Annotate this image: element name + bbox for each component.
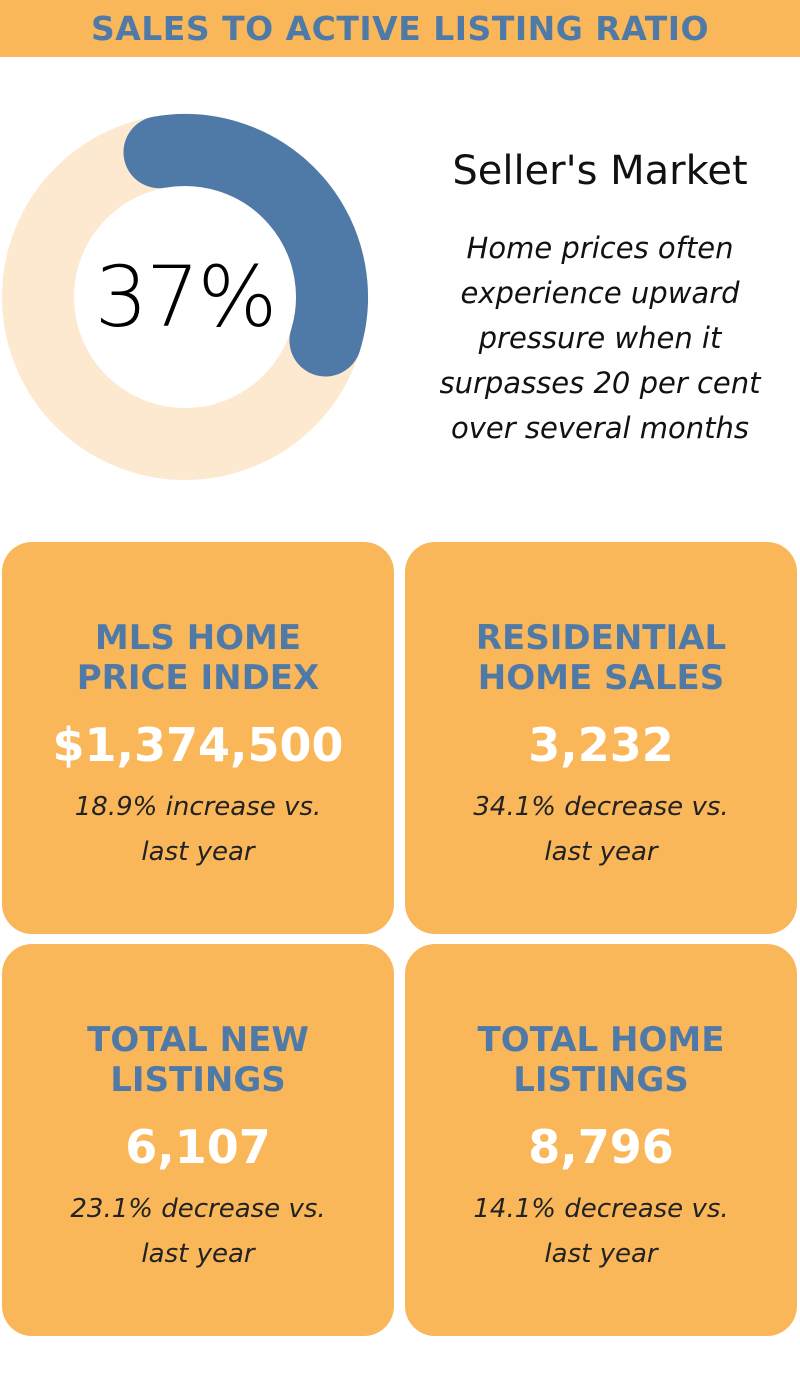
card-change-line: 23.1% decrease vs.	[70, 1194, 326, 1224]
stat-card-home-sales: RESIDENTIAL HOME SALES 3,232 34.1% decre…	[405, 542, 797, 934]
card-change-line: last year	[544, 837, 658, 867]
stat-card-new-listings: TOTAL NEW LISTINGS 6,107 23.1% decrease …	[2, 944, 394, 1336]
ratio-donut-chart	[2, 114, 368, 480]
card-change: 34.1% decrease vs. last year	[405, 785, 797, 875]
card-title-line: TOTAL HOME	[477, 1020, 725, 1060]
card-title-line: TOTAL NEW	[87, 1020, 309, 1060]
card-title: TOTAL HOME LISTINGS	[405, 1020, 797, 1100]
stat-card-home-listings: TOTAL HOME LISTINGS 8,796 14.1% decrease…	[405, 944, 797, 1336]
ratio-value: 37%	[94, 248, 278, 346]
card-value: 8,796	[528, 1120, 674, 1174]
card-value: 3,232	[528, 718, 674, 772]
card-title-line: LISTINGS	[110, 1060, 286, 1100]
card-title: RESIDENTIAL HOME SALES	[405, 618, 797, 698]
stat-card-price-index: MLS HOME PRICE INDEX $1,374,500 18.9% in…	[2, 542, 394, 934]
card-change: 23.1% decrease vs. last year	[2, 1187, 394, 1277]
card-change-line: last year	[141, 837, 255, 867]
card-title: MLS HOME PRICE INDEX	[2, 618, 394, 698]
market-description: Home prices often experience upward pres…	[439, 231, 761, 445]
page-title: SALES TO ACTIVE LISTING RATIO	[90, 9, 710, 48]
card-title-line: MLS HOME	[94, 618, 302, 658]
card-change-line: 34.1% decrease vs.	[473, 792, 729, 822]
card-title-line: LISTINGS	[513, 1060, 689, 1100]
header-banner: SALES TO ACTIVE LISTING RATIO	[0, 0, 800, 57]
card-title: TOTAL NEW LISTINGS	[2, 1020, 394, 1100]
card-change-line: 14.1% decrease vs.	[473, 1194, 729, 1224]
card-change-line: 18.9% increase vs.	[74, 792, 322, 822]
donut-progress-arc	[123, 114, 368, 377]
card-title-line: RESIDENTIAL	[475, 618, 727, 658]
card-change-line: last year	[141, 1239, 255, 1269]
card-title-line: HOME SALES	[477, 658, 725, 698]
card-value: 6,107	[125, 1120, 271, 1174]
card-change: 18.9% increase vs. last year	[2, 785, 394, 875]
card-value: $1,374,500	[52, 718, 344, 772]
card-change-line: last year	[544, 1239, 658, 1269]
card-title-line: PRICE INDEX	[76, 658, 320, 698]
market-status-title: Seller's Market	[452, 148, 748, 194]
card-change: 14.1% decrease vs. last year	[405, 1187, 797, 1277]
